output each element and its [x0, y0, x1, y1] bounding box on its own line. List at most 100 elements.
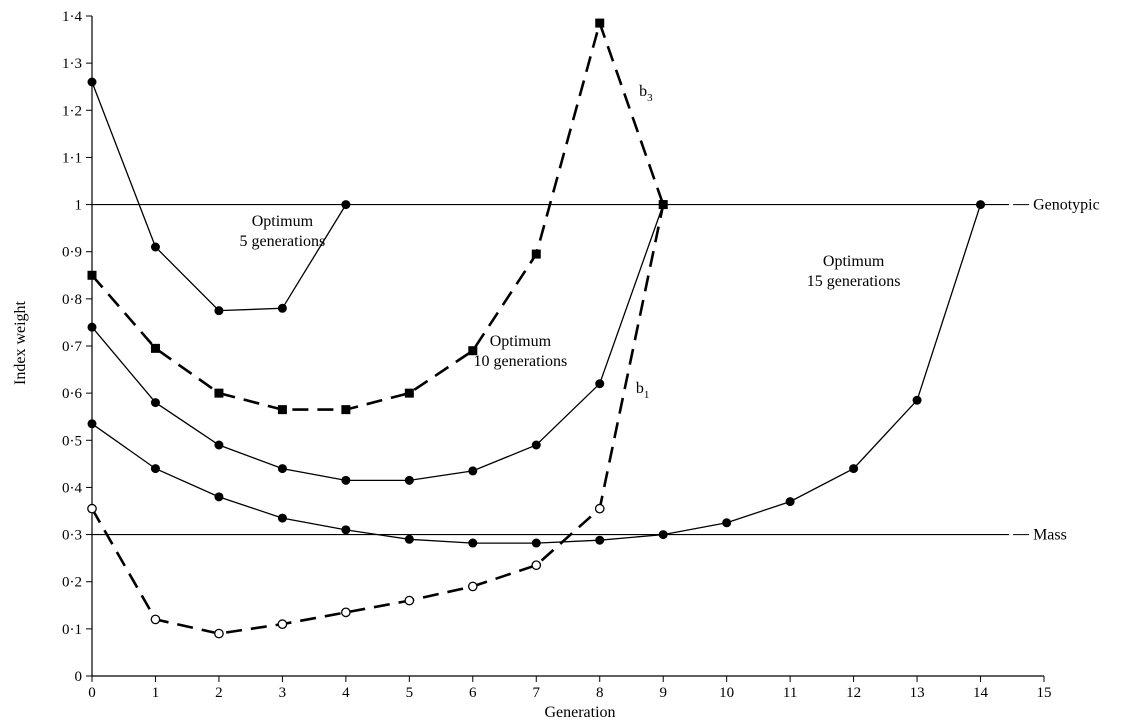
x-tick-label: 1: [152, 685, 160, 701]
data-point-opt15: [468, 538, 478, 548]
x-tick-label: 0: [88, 685, 96, 701]
x-tick-label: 6: [469, 685, 477, 701]
data-point-opt10: [277, 464, 287, 474]
data-point-opt5: [341, 200, 351, 210]
x-tick-label: 9: [659, 685, 667, 701]
y-tick-label: 0·6: [62, 386, 82, 402]
data-point-opt10: [658, 200, 668, 210]
annotation-subscript: 1: [644, 389, 650, 401]
data-point-opt15: [87, 419, 97, 429]
x-tick-label: 3: [279, 685, 287, 701]
data-point-opt10: [531, 440, 541, 450]
x-tick-label: 8: [596, 685, 604, 701]
annotation-opt10-label: Optimum 10 generations: [474, 333, 568, 370]
x-tick-label: 12: [846, 685, 861, 701]
data-point-b3: [468, 346, 478, 356]
series-line-b1: [90, 204, 665, 635]
data-point-b1: [277, 619, 288, 629]
data-point-opt15: [658, 530, 668, 540]
data-point-b1: [531, 560, 542, 571]
data-point-b1: [467, 581, 478, 592]
data-point-opt10: [214, 440, 224, 450]
data-point-opt15: [912, 395, 922, 405]
annotation-opt15-label: Optimum 15 generations: [807, 253, 901, 290]
annotation-b1-label: b1: [636, 380, 650, 401]
annotation-main: b: [636, 380, 644, 397]
x-tick-label: 10: [719, 685, 734, 701]
data-point-opt5: [214, 306, 224, 316]
data-point-opt15: [785, 497, 795, 507]
data-point-opt10: [468, 466, 478, 476]
axes: 0 1 2 3 4 5 6 7 8 9 10 11 12 13 14 1500·10·20·30·40·50·…: [62, 9, 1052, 701]
annotation-line: 10 generations: [474, 353, 568, 370]
y-axis-title: Index weight: [12, 300, 29, 385]
series-line-b3: [91, 18, 665, 411]
data-point-b3: [87, 270, 97, 280]
y-tick-label: 1·2: [62, 103, 82, 119]
annotation-opt5-label: Optimum 5 generations: [240, 213, 326, 250]
data-point-b1: [87, 503, 97, 514]
data-point-opt5: [87, 77, 97, 87]
annotation-line: 5 generations: [240, 233, 326, 250]
y-tick-label: 0·8: [62, 292, 82, 308]
data-point-opt10: [87, 322, 97, 332]
data-point-b3: [404, 388, 414, 398]
y-tick-label: 0·5: [62, 433, 82, 449]
x-tick-label: 5: [406, 685, 414, 701]
y-tick-label: 0·7: [62, 339, 82, 355]
y-tick-label: 0·2: [62, 575, 82, 591]
annotation-line: Optimum: [252, 213, 314, 230]
reference-label-genotypic: Genotypic: [1033, 197, 1100, 214]
data-point-b1: [214, 628, 224, 639]
x-tick-label: 2: [215, 685, 223, 701]
data-point-b1: [404, 595, 415, 606]
series-layer: [87, 18, 986, 639]
data-point-b3: [595, 18, 605, 28]
x-axis-title: Generation: [544, 704, 615, 721]
series-opt10: [87, 200, 668, 485]
data-point-opt10: [404, 475, 414, 485]
data-point-opt10: [595, 379, 605, 389]
x-tick-label: 14: [973, 685, 989, 701]
data-point-b3: [341, 405, 351, 415]
y-tick-label: 0·9: [62, 245, 82, 261]
y-tick-label: 0·1: [62, 622, 82, 638]
data-point-opt15: [341, 525, 351, 535]
data-point-opt15: [214, 492, 224, 502]
data-point-opt15: [595, 535, 605, 545]
x-tick-label: 15: [1037, 685, 1052, 701]
y-tick-label: 0: [75, 669, 83, 685]
annotation-main: b: [639, 83, 647, 100]
data-point-opt15: [404, 534, 414, 544]
data-point-opt5: [150, 242, 160, 252]
y-tick-label: 0·3: [62, 528, 82, 544]
annotation-line: 15 generations: [807, 273, 901, 290]
data-point-opt15: [531, 538, 541, 548]
series-b1: [87, 204, 665, 639]
x-tick-label: 7: [533, 685, 541, 701]
annotation-line: Optimum: [823, 253, 885, 270]
data-point-b1: [594, 503, 605, 514]
annotation-line: Optimum: [490, 333, 552, 350]
data-point-b3: [150, 343, 160, 353]
data-point-opt15: [277, 513, 287, 523]
y-tick-label: 1·4: [62, 9, 82, 25]
series-opt5: [87, 77, 351, 316]
x-tick-label: 11: [783, 685, 797, 701]
data-point-b3: [277, 405, 287, 415]
data-point-b3: [214, 388, 224, 398]
x-tick-label: 4: [342, 685, 350, 701]
y-tick-label: 1·1: [62, 150, 82, 166]
data-point-opt15: [849, 464, 859, 474]
series-line-opt5: [91, 81, 347, 312]
data-point-opt15: [150, 464, 160, 474]
data-point-opt15: [722, 518, 732, 528]
series-opt15: [87, 200, 986, 548]
data-point-b1: [341, 607, 351, 618]
annotation-layer: Optimum 5 generations Optimum 10 generation…: [240, 83, 901, 401]
data-point-b3: [531, 249, 541, 259]
series-b3: [87, 18, 668, 415]
series-line-opt10: [91, 204, 664, 482]
annotation-subscript: 3: [647, 92, 653, 104]
